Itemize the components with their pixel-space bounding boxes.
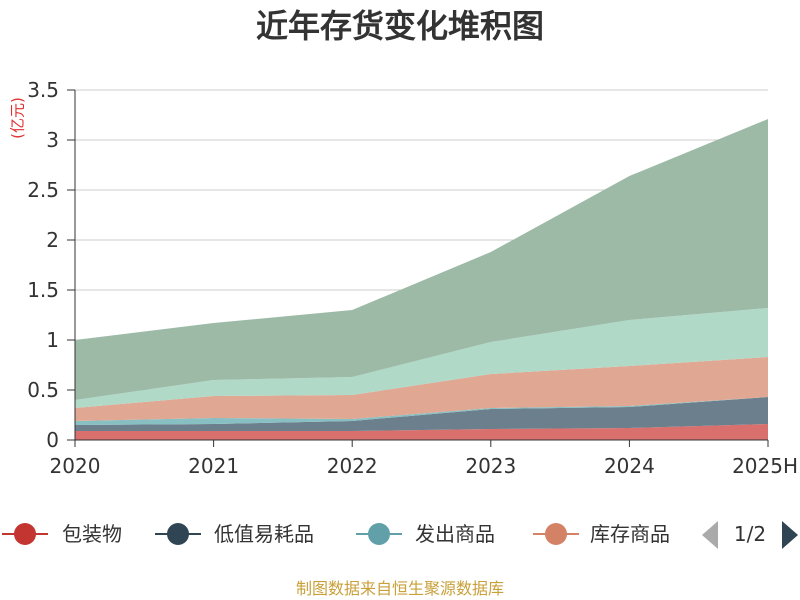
chart-title: 近年存货变化堆积图 bbox=[256, 7, 544, 45]
y-axis-ticks: 0 0.5 1 1.5 2 2.5 3 3.5 bbox=[27, 78, 75, 452]
legend-item-stock-goods[interactable]: 库存商品 bbox=[533, 522, 670, 546]
x-tick-label: 2020 bbox=[50, 454, 101, 478]
x-tick-label: 2023 bbox=[465, 454, 516, 478]
legend-page-indicator: 1/2 bbox=[734, 522, 766, 546]
legend-next-page-icon[interactable] bbox=[782, 521, 798, 549]
legend-dot-icon bbox=[167, 523, 189, 545]
legend-item-packaging[interactable]: 包装物 bbox=[2, 522, 122, 546]
legend-label-clip: 库存商品 bbox=[590, 522, 670, 546]
x-tick-label: 2024 bbox=[604, 454, 655, 478]
legend-label: 包装物 bbox=[62, 522, 122, 546]
area-series-3 bbox=[75, 397, 768, 425]
x-tick-label: 2022 bbox=[327, 454, 378, 478]
y-tick-label: 1.5 bbox=[27, 278, 59, 302]
y-tick-label: 2 bbox=[46, 228, 59, 252]
legend: 包装物 低值易耗品 发出商品 库存商品 1/2 bbox=[2, 521, 798, 549]
legend-dot-icon bbox=[545, 523, 567, 545]
y-tick-label: 2.5 bbox=[27, 178, 59, 202]
legend-label: 库存商品 bbox=[590, 522, 670, 546]
legend-dot-icon bbox=[368, 523, 390, 545]
area-series-group bbox=[75, 119, 768, 440]
area-series-1 bbox=[75, 424, 768, 440]
y-tick-label: 1 bbox=[46, 328, 59, 352]
area-series-4 bbox=[75, 357, 768, 421]
legend-label: 低值易耗品 bbox=[214, 522, 314, 546]
axes bbox=[74, 90, 768, 441]
legend-dot-icon bbox=[14, 523, 36, 545]
data-source-note: 制图数据来自恒生聚源数据库 bbox=[296, 579, 504, 598]
y-axis-unit-label: (亿元) bbox=[9, 97, 27, 139]
legend-prev-page-icon[interactable] bbox=[702, 521, 718, 549]
legend-item-low-value-consumables[interactable]: 低值易耗品 bbox=[155, 522, 314, 546]
x-tick-label: 2021 bbox=[188, 454, 239, 478]
area-series-6 bbox=[75, 119, 768, 400]
area-series-2 bbox=[75, 397, 768, 431]
x-tick-label: 2025H bbox=[732, 454, 798, 478]
legend-label: 发出商品 bbox=[415, 522, 495, 546]
legend-item-goods-shipped[interactable]: 发出商品 bbox=[356, 522, 495, 546]
x-axis-ticks: 2020 2021 2022 2023 2024 2025H bbox=[50, 440, 798, 478]
area-series-5 bbox=[75, 308, 768, 408]
y-tick-label: 3 bbox=[46, 128, 59, 152]
y-tick-label: 0.5 bbox=[27, 378, 59, 402]
y-tick-label: 0 bbox=[46, 428, 59, 452]
y-tick-label: 3.5 bbox=[27, 78, 59, 102]
